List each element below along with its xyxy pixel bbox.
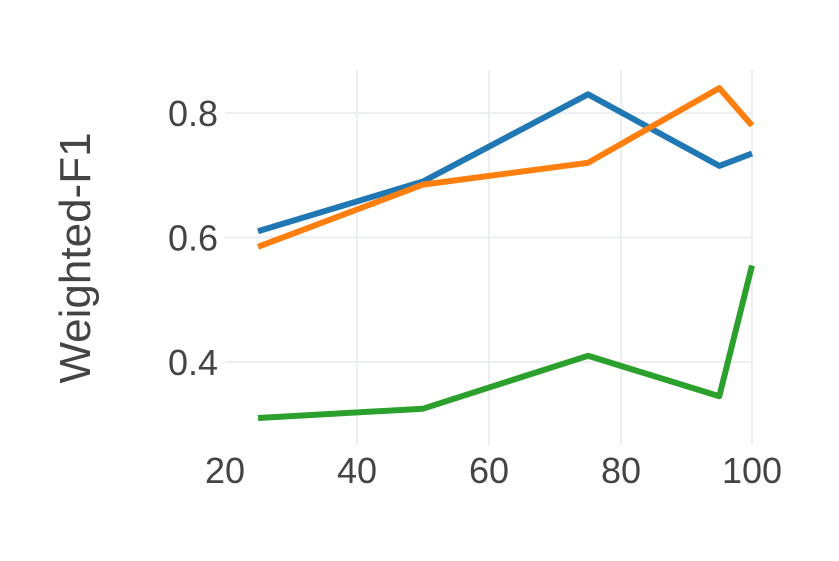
- x-axis: 20 40 60 80 100: [205, 450, 782, 491]
- x-tick-label: 100: [722, 450, 782, 491]
- x-tick-label: 80: [601, 450, 641, 491]
- y-tick-label: 0.8: [168, 93, 218, 134]
- x-tick-label: 20: [205, 450, 245, 491]
- y-axis-title: Weighted-F1: [51, 132, 100, 383]
- x-tick-label: 40: [337, 450, 377, 491]
- y-tick-label: 0.4: [168, 342, 218, 383]
- plot-area: [256, 85, 755, 421]
- series-line-1: [257, 91, 754, 235]
- series-line-3: [257, 264, 755, 421]
- series-line-2: [256, 85, 755, 250]
- y-tick-label: 0.6: [168, 218, 218, 259]
- y-axis: 0.4 0.6 0.8: [168, 93, 218, 383]
- grid: [225, 70, 753, 445]
- x-tick-label: 60: [469, 450, 509, 491]
